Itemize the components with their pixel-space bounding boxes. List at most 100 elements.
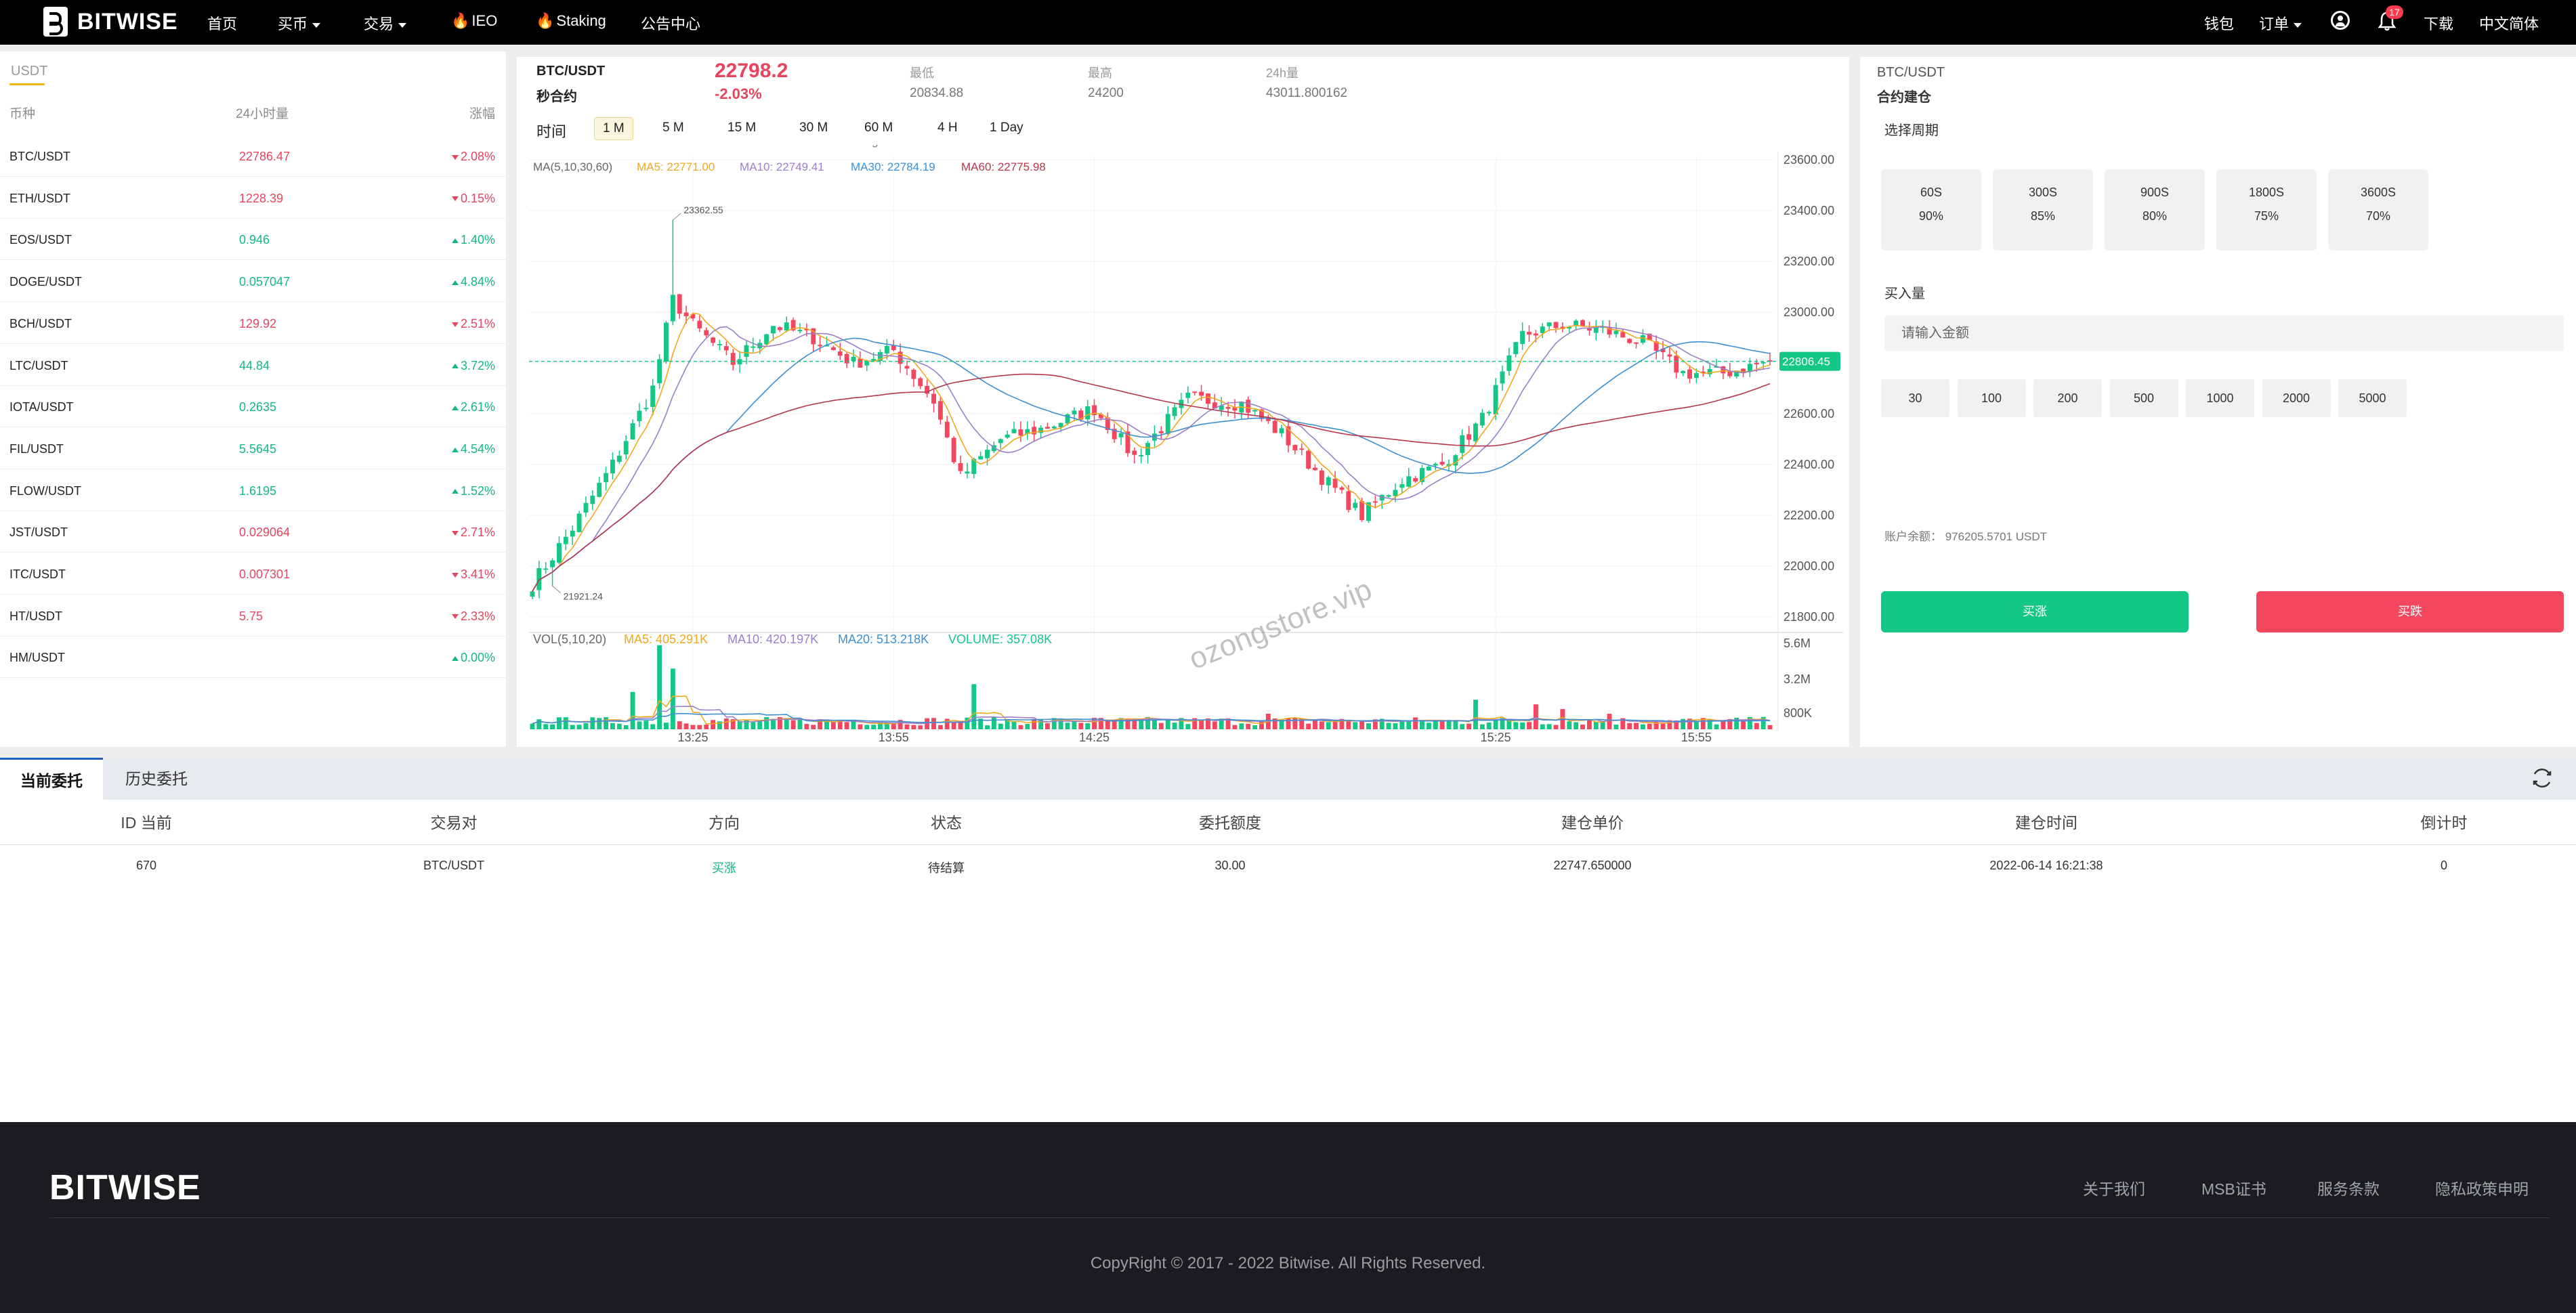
timeframe-5m[interactable]: 5 M: [662, 121, 684, 135]
nav-language[interactable]: 中文简体: [2479, 16, 2539, 33]
volume-tick-label: 3.2M: [1783, 672, 1811, 686]
user-account-icon[interactable]: [2331, 11, 2350, 30]
orders-cell: 2022-06-14 16:21:38: [1989, 859, 2103, 872]
candle-body: [864, 360, 870, 366]
period-option[interactable]: 900S 80%: [2105, 169, 2205, 251]
timeframe-30m[interactable]: 30 M: [799, 121, 828, 135]
timeframe-1m[interactable]: 1 M: [594, 117, 633, 140]
nav-trade[interactable]: 交易: [364, 12, 407, 34]
candle-body: [677, 294, 682, 314]
candle-body: [1252, 410, 1258, 412]
footer-link-msb[interactable]: MSB证书: [2201, 1180, 2266, 1198]
nav-ieo[interactable]: 🔥 IEO: [451, 12, 497, 30]
buy-up-button[interactable]: 买涨: [1881, 591, 2189, 632]
footer-brand: BITWISE: [49, 1168, 201, 1207]
orders-cell: 30.00: [1215, 859, 1246, 872]
volume-bar: [1212, 721, 1217, 729]
market-row-pair: IOTA/USDT: [9, 400, 74, 414]
nav-download[interactable]: 下载: [2424, 16, 2454, 33]
volume-bar: [1179, 718, 1184, 729]
market-row-volume: 5.5645: [239, 442, 277, 456]
footer-link-about[interactable]: 关于我们: [2083, 1180, 2145, 1198]
market-row[interactable]: DOGE/USDT 0.057047 4.84%: [0, 260, 506, 303]
volume-bar: [723, 718, 729, 729]
candlestick-chart[interactable]: 23600.0023400.0023200.0023000.0022800.00…: [517, 145, 1849, 747]
period-option[interactable]: 60S 90%: [1881, 169, 1981, 251]
timeframe-1day[interactable]: 1 Day: [990, 121, 1023, 135]
candle-body: [1366, 502, 1371, 521]
market-row-volume: 22786.47: [239, 150, 291, 163]
nav-home[interactable]: 首页: [207, 16, 238, 33]
quick-amount-button[interactable]: 500: [2109, 379, 2178, 417]
timeframe-60m[interactable]: 60 M: [864, 121, 893, 135]
volume-bar: [576, 725, 582, 729]
brand-logo[interactable]: BITWISE: [43, 7, 178, 37]
nav-orders[interactable]: 订单: [2259, 12, 2302, 34]
quick-amount-button[interactable]: 200: [2033, 379, 2102, 417]
period-option[interactable]: 1800S 75%: [2216, 169, 2317, 251]
quick-amount-button[interactable]: 5000: [2338, 379, 2407, 417]
market-row[interactable]: LTC/USDT 44.84 3.72%: [0, 344, 506, 386]
volume-bar: [1754, 723, 1759, 729]
candle-body: [1653, 341, 1659, 351]
volume-bar: [1092, 718, 1097, 729]
quick-amount-button[interactable]: 2000: [2262, 379, 2331, 417]
candle-body: [1720, 366, 1726, 374]
volume-bar: [937, 725, 943, 729]
market-tab-usdt[interactable]: USDT: [11, 64, 48, 79]
market-row[interactable]: HM/USDT 0.00%: [0, 636, 506, 679]
amount-input[interactable]: [1884, 316, 2564, 351]
tab-current-orders[interactable]: 当前委托: [0, 758, 103, 800]
candle-body: [1092, 405, 1097, 416]
volume-bar: [965, 717, 970, 729]
candle-body: [1272, 421, 1278, 433]
nav-staking[interactable]: 🔥 Staking: [536, 12, 606, 30]
candle-body: [777, 327, 782, 330]
market-row[interactable]: FIL/USDT 5.5645 4.54%: [0, 427, 506, 469]
market-row[interactable]: EOS/USDT 0.946 1.40%: [0, 218, 506, 261]
market-row[interactable]: ETH/USDT 1228.39 0.15%: [0, 177, 506, 219]
candle-body: [771, 326, 776, 334]
market-row[interactable]: ITC/USDT 0.007301 3.41%: [0, 553, 506, 595]
candle-body: [630, 423, 635, 439]
price-tick-label: 22000.00: [1783, 559, 1834, 573]
volume-bar: [530, 723, 535, 729]
candle-body: [1353, 502, 1358, 509]
volume-bar: [1125, 718, 1131, 729]
market-row-change: 2.51%: [452, 317, 495, 331]
refresh-icon[interactable]: [2530, 766, 2554, 790]
volume-bar: [623, 725, 629, 729]
buy-down-button[interactable]: 买跌: [2256, 591, 2564, 632]
candle-body: [1586, 328, 1592, 331]
volume-bar: [1506, 720, 1512, 729]
footer-link-terms[interactable]: 服务条款: [2317, 1180, 2380, 1198]
volume-bar: [1145, 716, 1151, 729]
candle-body: [1165, 414, 1170, 434]
candle-body: [1620, 332, 1626, 338]
market-row-volume: 0.2635: [239, 400, 277, 414]
candle-body: [1319, 470, 1324, 485]
quick-amount-button[interactable]: 30: [1881, 379, 1949, 417]
market-row[interactable]: IOTA/USDT 0.2635 2.61%: [0, 385, 506, 428]
timeframe-4h[interactable]: 4 H: [937, 121, 958, 135]
market-row[interactable]: BCH/USDT 129.92 2.51%: [0, 302, 506, 344]
market-row[interactable]: BTC/USDT 22786.47 2.08%: [0, 135, 506, 177]
nav-buy[interactable]: 买币: [278, 12, 321, 34]
timeframe-15m[interactable]: 15 M: [727, 121, 757, 135]
quick-amount-button[interactable]: 100: [1957, 379, 2026, 417]
period-option[interactable]: 3600S 70%: [2328, 169, 2428, 251]
market-row[interactable]: JST/USDT 0.029064 2.71%: [0, 511, 506, 553]
candle-body: [536, 568, 542, 590]
last-price-tag: [1779, 351, 1840, 371]
quick-amount-button[interactable]: 1000: [2186, 379, 2254, 417]
tab-order-history[interactable]: 历史委托: [125, 770, 188, 788]
period-option[interactable]: 300S 85%: [1993, 169, 2093, 251]
footer-link-privacy[interactable]: 隐私政策申明: [2435, 1180, 2529, 1198]
market-row-volume: 1.6195: [239, 483, 277, 498]
header-volume: 24小时量: [236, 107, 289, 121]
market-row[interactable]: FLOW/USDT 1.6195 1.52%: [0, 469, 506, 511]
nav-notices[interactable]: 公告中心: [641, 16, 701, 33]
volume-bar: [844, 722, 849, 729]
nav-wallet[interactable]: 钱包: [2204, 16, 2235, 33]
market-row[interactable]: HT/USDT 5.75 2.33%: [0, 595, 506, 637]
